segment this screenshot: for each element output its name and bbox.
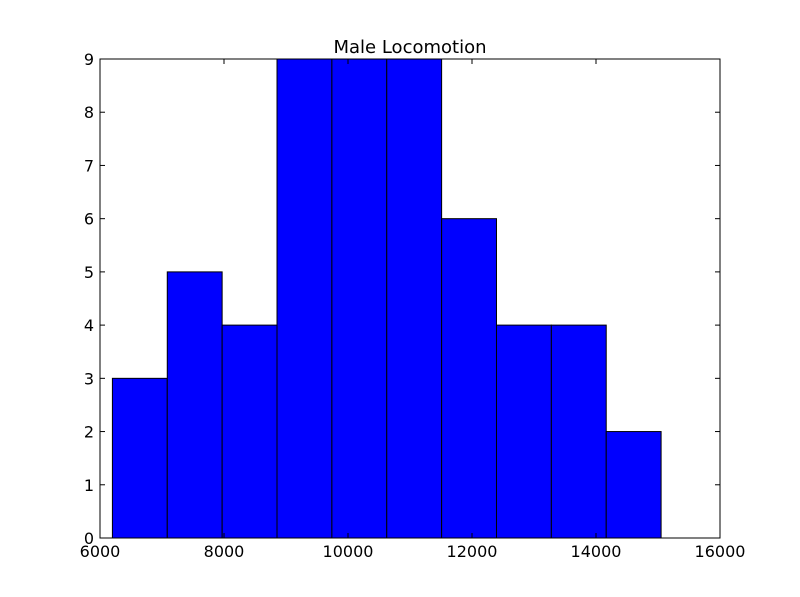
histogram-bar-9 — [605, 431, 662, 539]
y-tick-label: 5 — [84, 263, 94, 282]
y-tick-label: 6 — [84, 210, 94, 229]
plot-frame — [99, 58, 721, 539]
chart-title: Male Locomotion — [333, 37, 486, 58]
histogram-bar-7 — [495, 324, 552, 539]
y-tick-label: 1 — [84, 476, 94, 495]
y-tick-label: 2 — [84, 423, 94, 442]
x-tick-label: 8000 — [204, 542, 245, 561]
y-tick-label: 0 — [84, 529, 94, 548]
x-tick-label: 6000 — [80, 542, 121, 561]
x-tick-label: 10000 — [323, 542, 374, 561]
histogram-bar-8 — [550, 324, 607, 539]
histogram-bar-2 — [221, 324, 278, 539]
histogram-bar-3 — [276, 58, 333, 539]
histogram-bar-1 — [166, 271, 223, 539]
y-tick-label: 8 — [84, 103, 94, 122]
histogram-bar-4 — [331, 58, 388, 539]
bars-group — [111, 58, 662, 539]
histogram-bar-0 — [111, 377, 168, 539]
x-tick-label: 16000 — [695, 542, 746, 561]
histogram-bar-5 — [386, 58, 443, 539]
y-tick-label: 4 — [84, 316, 94, 335]
y-tick-label: 9 — [84, 50, 94, 69]
tick-labels-group: 6000 8000 10000 12000 14000 16000 0 1 2 3 4 5 6 7 8 9 — [80, 50, 746, 561]
histogram-bar-6 — [441, 218, 497, 539]
y-tick-label: 3 — [84, 369, 94, 388]
x-tick-label: 12000 — [447, 542, 498, 561]
y-tick-label: 7 — [84, 156, 94, 175]
x-tick-label: 14000 — [571, 542, 622, 561]
